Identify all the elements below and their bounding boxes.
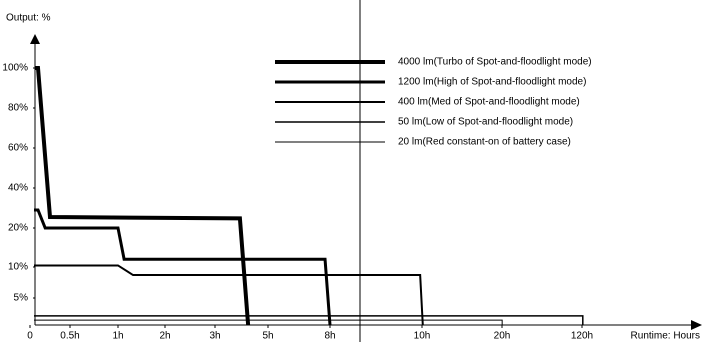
- legend-label: 50 lm(Low of Spot-and-floodlight mode): [398, 117, 573, 128]
- x-tick-label: 3h: [209, 331, 220, 342]
- x-tick-label: 2h: [159, 331, 170, 342]
- series-line: [34, 264, 424, 326]
- series-line: [34, 66, 251, 326]
- x-tick-label: 8h: [324, 331, 335, 342]
- legend-label: 20 lm(Red constant-on of battery case): [398, 137, 571, 148]
- y-tick-label: 10%: [8, 262, 28, 273]
- x-axis-arrow: [691, 320, 702, 330]
- y-tick-label: 40%: [8, 183, 28, 194]
- x-tick-label: 0.5h: [60, 331, 79, 342]
- y-tick-label: 60%: [8, 143, 28, 154]
- x-tick-label: 5h: [262, 331, 273, 342]
- y-axis-arrow: [30, 34, 40, 44]
- x-tick-label: 120h: [571, 331, 593, 342]
- series-line: [34, 208, 332, 326]
- legend-label: 400 lm(Med of Spot-and-floodlight mode): [398, 97, 580, 108]
- x-tick-label: 20h: [494, 331, 511, 342]
- y-axis-title: Output: %: [6, 13, 51, 24]
- series-line: [34, 315, 584, 325]
- x-tick-label: 10h: [414, 331, 431, 342]
- legend-label: 4000 lm(Turbo of Spot-and-floodlight mod…: [398, 57, 592, 68]
- series-line: [34, 319, 503, 325]
- y-tick-label: 5%: [14, 293, 29, 304]
- y-tick-label: 80%: [8, 103, 28, 114]
- x-tick-label: 0: [27, 331, 33, 342]
- y-tick-label: 20%: [8, 223, 28, 234]
- x-tick-label: 1h: [112, 331, 123, 342]
- x-axis-title: Runtime: Hours: [631, 331, 700, 342]
- legend-label: 1200 lm(High of Spot-and-floodlight mode…: [398, 77, 586, 88]
- y-tick-label: 100%: [2, 63, 28, 74]
